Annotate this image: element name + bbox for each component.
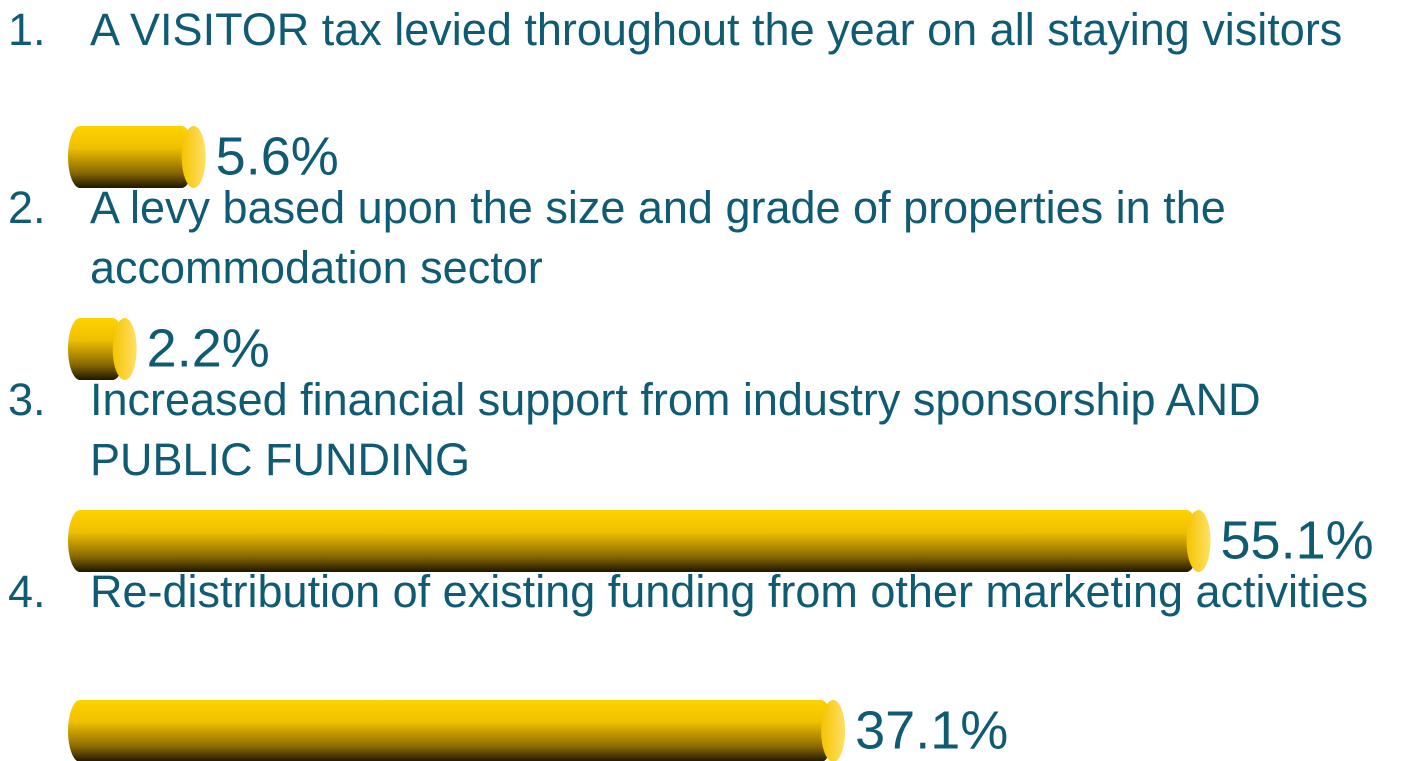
item-number: 2.	[8, 182, 46, 233]
value-label: 37.1%	[855, 700, 1008, 760]
bar	[68, 318, 125, 380]
bar-cap	[821, 700, 846, 761]
category-label: Increased financial support from industr…	[90, 374, 1261, 485]
item-number: 3.	[8, 374, 46, 425]
bar-cap	[1186, 510, 1211, 572]
category-label: A levy based upon the size and grade of …	[90, 182, 1226, 293]
item-number: 4.	[8, 566, 46, 617]
bar-cap	[181, 126, 206, 188]
bar	[68, 700, 834, 761]
item-number: 1.	[8, 4, 46, 55]
category-label: A VISITOR tax levied throughout the year…	[90, 4, 1343, 55]
value-label: 5.6%	[216, 126, 339, 186]
bar	[68, 510, 1199, 572]
bar-cap	[112, 318, 137, 380]
bar	[68, 126, 194, 188]
value-label: 2.2%	[147, 318, 270, 378]
value-label: 55.1%	[1221, 510, 1374, 570]
category-label: Re-distribution of existing funding from…	[90, 566, 1369, 617]
